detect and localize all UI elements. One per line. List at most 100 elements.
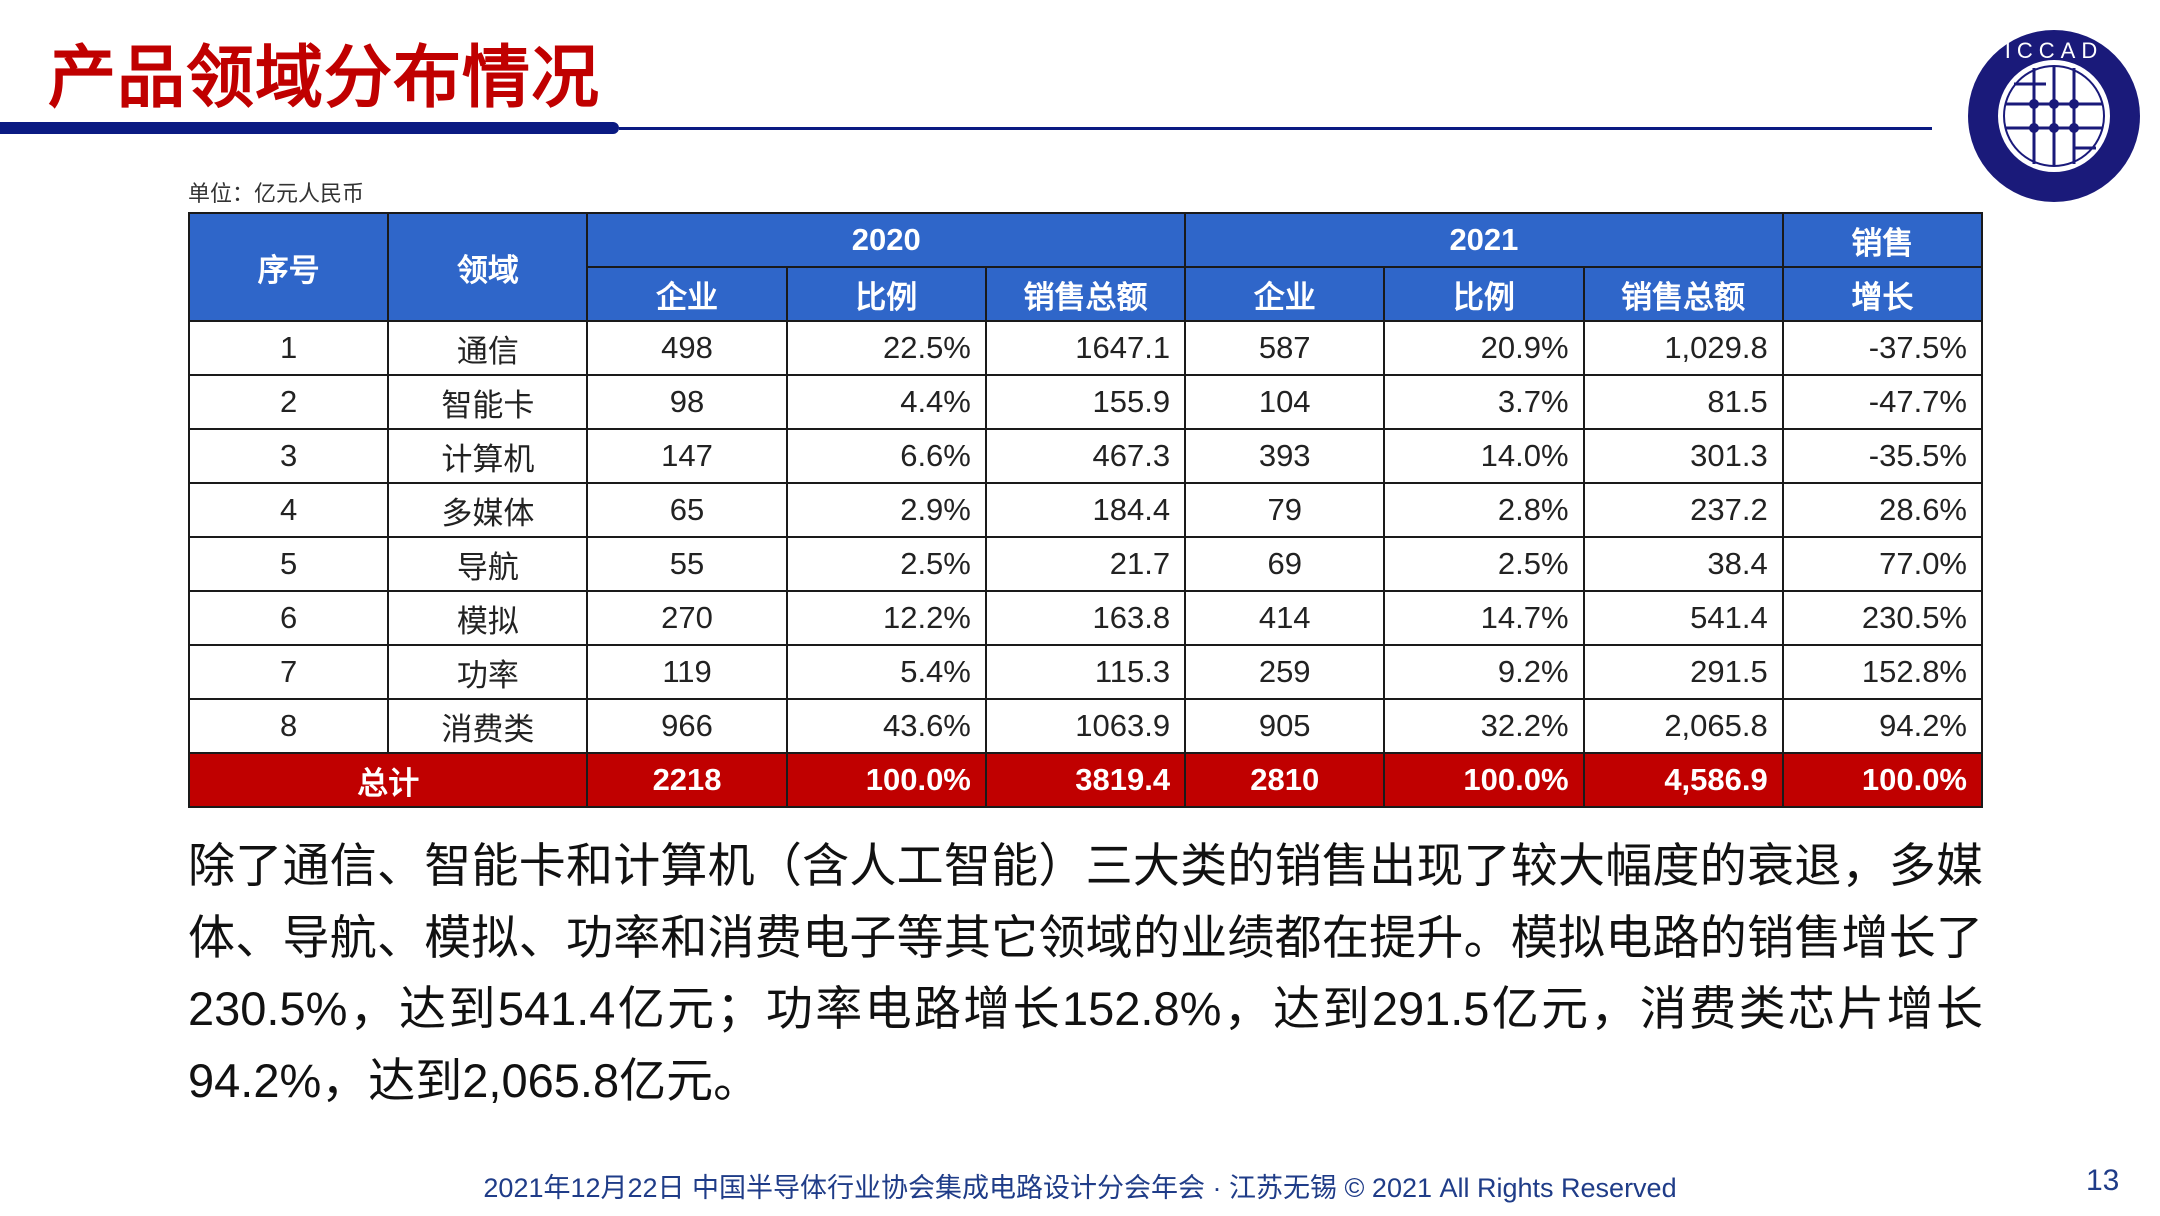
domain-distribution-table: 序号 领域 2020 2021 销售 企业 比例 销售总额 企业 比例 销售总额… [187,212,1984,808]
header-share-2021: 比例 [1383,266,1585,322]
cell-p21: 14.0% [1383,428,1585,484]
cell-p21: 14.7% [1383,590,1585,646]
cell-c20: 65 [586,482,788,538]
table-row: 8 消费类 966 43.6% 1063.9 905 32.2% 2,065.8 94.2% [187,698,1984,754]
cell-c21: 69 [1184,536,1386,592]
cell-domain: 消费类 [387,698,589,754]
total-row: 总计 2218 100.0% 3819.4 2810 100.0% 4,586.9 100.0… [187,752,1984,808]
cell-c21: 393 [1184,428,1386,484]
cell-c20: 98 [586,374,788,430]
cell-s21: 291.5 [1582,644,1784,700]
cell-p21: 20.9% [1383,320,1585,376]
iccad-logo: ICCAD [1968,30,2140,202]
total-c21: 2810 [1184,752,1386,808]
cell-s21: 237.2 [1582,482,1784,538]
cell-c20: 147 [586,428,788,484]
cell-s21: 541.4 [1582,590,1784,646]
cell-s20: 184.4 [984,482,1187,538]
cell-s20: 467.3 [984,428,1187,484]
cell-p21: 32.2% [1383,698,1585,754]
cell-c21: 587 [1184,320,1386,376]
table-row: 1 通信 498 22.5% 1647.1 587 20.9% 1,029.8 -37.5% [187,320,1984,376]
cell-s20: 21.7 [984,536,1187,592]
cell-s20: 1647.1 [984,320,1187,376]
cell-s21: 81.5 [1582,374,1784,430]
cell-p20: 6.6% [785,428,987,484]
header-index: 序号 [187,212,390,322]
cell-p20: 22.5% [785,320,987,376]
cell-p20: 2.9% [785,482,987,538]
cell-g: -47.7% [1781,374,1984,430]
cell-g: 94.2% [1781,698,1984,754]
cell-p20: 4.4% [785,374,987,430]
unit-label: 单位：亿元人民币 [188,181,365,206]
cell-c21: 414 [1184,590,1386,646]
total-c20: 2218 [586,752,788,808]
svg-text:ICCAD: ICCAD [2005,38,2103,63]
cell-g: -37.5% [1781,320,1984,376]
cell-domain: 模拟 [387,590,589,646]
table-row: 4 多媒体 65 2.9% 184.4 79 2.8% 237.2 28.6% [187,482,1984,538]
cell-c21: 905 [1184,698,1386,754]
table-row: 5 导航 55 2.5% 21.7 69 2.5% 38.4 77.0% [187,536,1984,592]
header-companies-2020: 企业 [586,266,788,322]
cell-idx: 8 [187,698,390,754]
cell-g: 28.6% [1781,482,1984,538]
header-companies-2021: 企业 [1184,266,1386,322]
cell-s20: 155.9 [984,374,1187,430]
page-number: 13 [2086,1164,2120,1197]
cell-s20: 115.3 [984,644,1187,700]
cell-domain: 智能卡 [387,374,589,430]
cell-idx: 4 [187,482,390,538]
cell-g: 77.0% [1781,536,1984,592]
cell-idx: 3 [187,428,390,484]
total-s20: 3819.4 [984,752,1187,808]
cell-c20: 55 [586,536,788,592]
cell-p20: 2.5% [785,536,987,592]
cell-domain: 导航 [387,536,589,592]
cell-idx: 5 [187,536,390,592]
cell-s20: 163.8 [984,590,1187,646]
summary-paragraph: 除了通信、智能卡和计算机（含人工智能）三大类的销售出现了较大幅度的衰退，多媒体、… [188,839,1983,1107]
cell-domain: 通信 [387,320,589,376]
table-row: 7 功率 119 5.4% 115.3 259 9.2% 291.5 152.8% [187,644,1984,700]
title-underline-thick [0,122,619,134]
cell-p20: 5.4% [785,644,987,700]
header-2020: 2020 [586,212,1187,268]
cell-domain: 计算机 [387,428,589,484]
cell-c21: 104 [1184,374,1386,430]
cell-p20: 43.6% [785,698,987,754]
table-row: 6 模拟 270 12.2% 163.8 414 14.7% 541.4 230.5% [187,590,1984,646]
total-label: 总计 [187,752,589,808]
cell-g: 152.8% [1781,644,1984,700]
total-p20: 100.0% [785,752,987,808]
total-p21: 100.0% [1383,752,1585,808]
cell-domain: 功率 [387,644,589,700]
cell-s21: 38.4 [1582,536,1784,592]
title-underline-thin [619,127,1932,130]
slide-title: 产品领域分布情况 [48,40,601,116]
cell-s21: 301.3 [1582,428,1784,484]
header-sales-2021: 销售总额 [1582,266,1784,322]
cell-c20: 498 [586,320,788,376]
header-domain: 领域 [387,212,589,322]
header-sales-2020: 销售总额 [984,266,1187,322]
header-growth-bottom: 增长 [1781,266,1984,322]
cell-c21: 79 [1184,482,1386,538]
cell-idx: 1 [187,320,390,376]
cell-g: -35.5% [1781,428,1984,484]
table-row: 3 计算机 147 6.6% 467.3 393 14.0% 301.3 -35.5% [187,428,1984,484]
cell-s20: 1063.9 [984,698,1187,754]
cell-p21: 2.5% [1383,536,1585,592]
cell-idx: 6 [187,590,390,646]
total-s21: 4,586.9 [1582,752,1784,808]
footer-text: 2021年12月22日 中国半导体行业协会集成电路设计分会年会 · 江苏无锡 ©… [483,1173,1677,1203]
cell-c21: 259 [1184,644,1386,700]
cell-domain: 多媒体 [387,482,589,538]
cell-p21: 9.2% [1383,644,1585,700]
cell-c20: 270 [586,590,788,646]
cell-idx: 7 [187,644,390,700]
total-g: 100.0% [1781,752,1984,808]
cell-p21: 3.7% [1383,374,1585,430]
cell-p21: 2.8% [1383,482,1585,538]
